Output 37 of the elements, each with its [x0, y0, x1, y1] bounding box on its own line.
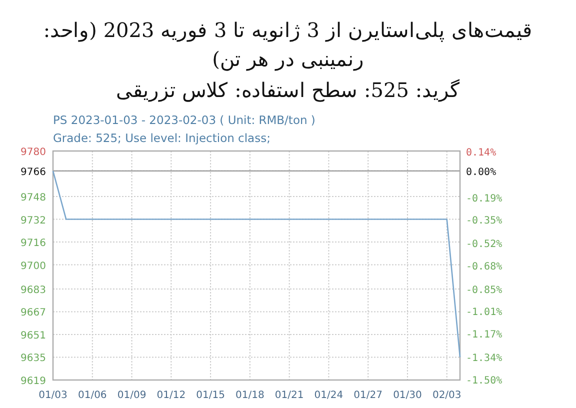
y-tick-label: 9732	[20, 215, 46, 226]
x-tick-label: 01/24	[314, 390, 344, 401]
chart-title: قیمت‌های پلی‌استایرن از 3 ژانویه تا 3 فوریه 2023 (واحد: رنمینبی در هر تن)	[42, 17, 534, 73]
y2-tick-label: -1.50%	[466, 375, 502, 386]
y2-tick-label: -0.19%	[466, 193, 502, 204]
text: PS 2023-01-03 - 2023-02-03 ( Unit: RMB/ton )	[53, 113, 316, 127]
y-tick-label: 9651	[20, 330, 46, 342]
x-tick-label: 01/27	[354, 390, 383, 401]
y-tick-label: 9766	[20, 166, 46, 178]
y2-tick-label: 0.14%	[466, 147, 496, 158]
x-tick-label: 01/09	[117, 390, 146, 401]
y-tick-label: 9716	[20, 238, 46, 250]
text: Grade: 525; Use level: Injection class;	[53, 131, 270, 145]
y-tick-label: 9748	[20, 192, 46, 204]
y-tick-label: 9780	[20, 147, 46, 158]
y2-tick-label: -0.85%	[466, 284, 502, 296]
x-tick-label: 01/21	[274, 390, 304, 401]
y-tick-label: 9683	[20, 284, 46, 296]
y-tick-label: 9700	[20, 260, 46, 272]
y2-tick-label: -0.52%	[466, 239, 502, 250]
y2-tick-label: 0.00%	[466, 166, 496, 178]
x-tick-label: 01/06	[78, 390, 107, 401]
y2-tick-label: -1.01%	[466, 307, 502, 318]
y-tick-label: 9667	[20, 308, 46, 319]
x-tick-label: 01/03	[38, 390, 68, 401]
y2-tick-label: -1.34%	[466, 353, 502, 364]
x-tick-label: 01/15	[196, 390, 225, 401]
x-tick-label: 01/30	[393, 390, 422, 401]
y2-tick-label: -1.17%	[466, 329, 502, 340]
y2-tick-label: -0.68%	[466, 261, 502, 272]
y-tick-label: 9635	[20, 353, 46, 364]
x-tick-label: 01/12	[156, 390, 186, 401]
chart-subtitle: گرید: 525: سطح استفاده: کلاس تزریقی	[114, 77, 462, 104]
x-tick-label: 01/18	[236, 390, 264, 401]
y-tick-label: 9619	[20, 376, 46, 387]
x-tick-label: 02/03	[432, 390, 462, 401]
y2-tick-label: -0.35%	[466, 216, 502, 227]
